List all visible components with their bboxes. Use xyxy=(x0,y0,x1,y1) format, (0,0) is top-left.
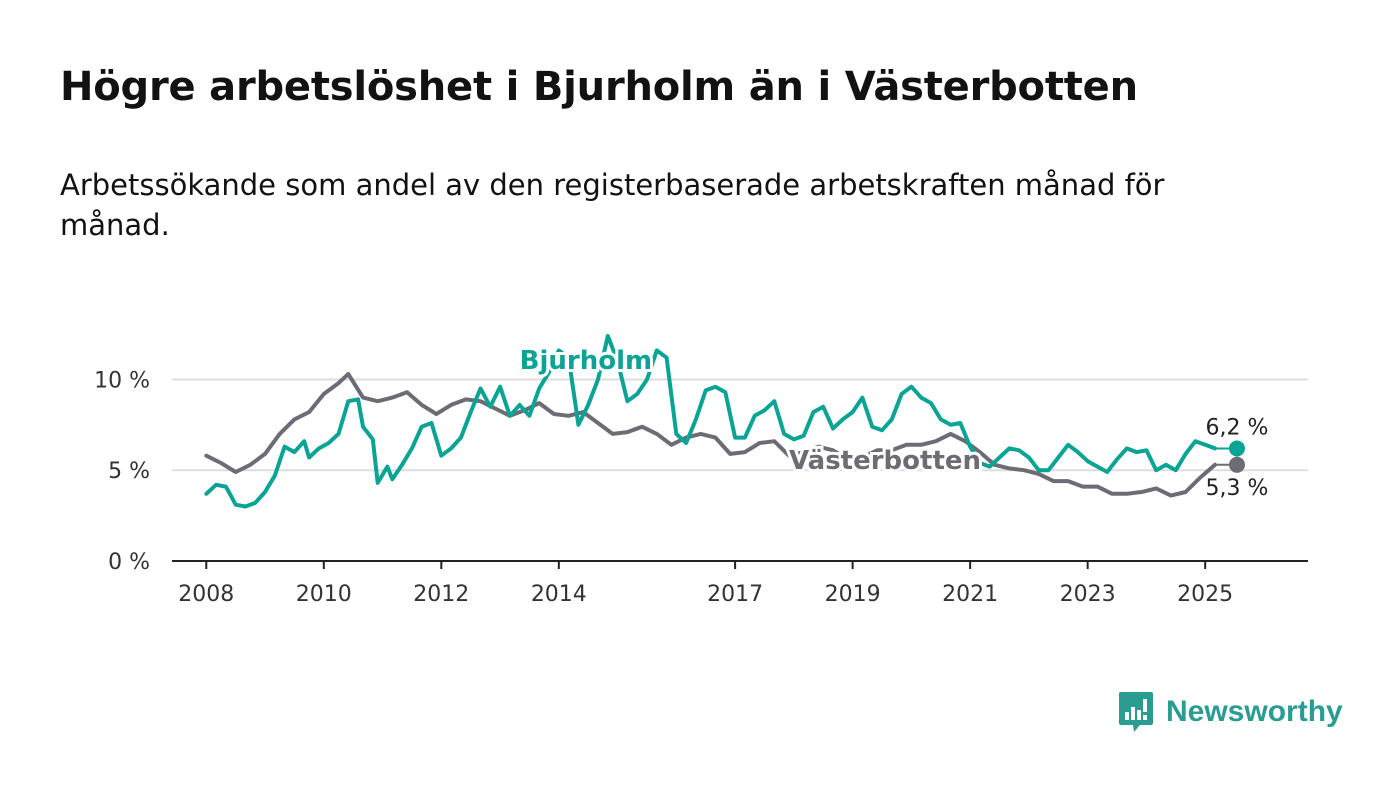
vasterbotten-end-point xyxy=(1228,456,1245,473)
newsworthy-logo[interactable]: Newsworthy xyxy=(1118,690,1343,734)
y-tick-label: 5 % xyxy=(108,459,150,484)
bjurholm-end-point xyxy=(1228,440,1245,457)
vasterbotten-line xyxy=(204,372,1217,498)
vasterbotten-series-label: Västerbotten xyxy=(789,446,981,476)
newsworthy-logo-icon xyxy=(1119,692,1153,732)
bjurholm-line xyxy=(204,333,1217,509)
x-tick-label: 2019 xyxy=(825,582,881,607)
bjurholm-end-label: 6,2 % xyxy=(1206,415,1269,440)
bjurholm-series-label: Bjurholm xyxy=(520,346,652,376)
y-tick-label: 0 % xyxy=(108,550,150,575)
brand-name: Newsworthy xyxy=(1166,695,1343,728)
x-tick-label: 2012 xyxy=(413,582,469,607)
x-tick-label: 2023 xyxy=(1060,582,1116,607)
chart-title: Högre arbetslöshet i Bjurholm än i Väste… xyxy=(60,64,1138,110)
vasterbotten-end-label: 5,3 % xyxy=(1206,476,1269,501)
x-tick-label: 2021 xyxy=(942,582,998,607)
x-tick-label: 2025 xyxy=(1177,582,1233,607)
chart-subtitle: Arbetssökande som andel av den registerb… xyxy=(60,168,1165,242)
x-tick-label: 2010 xyxy=(296,582,352,607)
y-tick-label: 10 % xyxy=(94,368,150,393)
x-tick-label: 2014 xyxy=(531,582,587,607)
x-tick-label: 2017 xyxy=(707,582,763,607)
x-tick-label: 2008 xyxy=(178,582,234,607)
